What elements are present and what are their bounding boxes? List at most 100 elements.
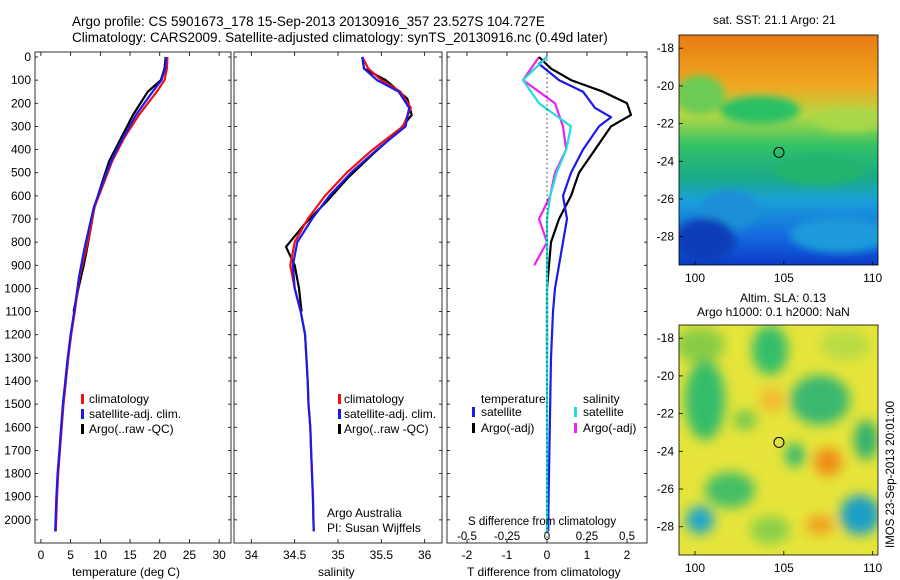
- x-tick-label: 34.5: [283, 548, 307, 562]
- depth-tick-label: 2000: [4, 513, 31, 527]
- s-diff-ticks: -0.5 -0.25 0 0.25 0.5: [457, 531, 635, 543]
- legend-label-argo: Argo(..raw -QC): [89, 422, 174, 436]
- legend-label-t-satellite: satellite: [481, 405, 522, 419]
- sla-map-title-1: Altim. SLA: 0.13: [740, 291, 826, 305]
- sst-profile-marker: [773, 146, 785, 158]
- depth-tick-label: 1500: [4, 397, 31, 411]
- map-y-tick-label: -18: [657, 331, 675, 345]
- temperature-satellite-diff: [537, 56, 613, 532]
- depth-ticks: 0 100 200 300 400 500 600 700 800 900 1000 1100 1200…: [4, 50, 647, 527]
- salinity-series-0: [289, 56, 412, 532]
- depth-tick-label: 300: [11, 119, 31, 133]
- x-tick-label: 10: [94, 548, 108, 562]
- note-pi: PI: Susan Wijffels: [327, 521, 421, 535]
- map-x-tick-label: 100: [685, 561, 705, 575]
- sst-map-title: sat. SST: 21.1 Argo: 21: [713, 13, 836, 27]
- depth-tick-label: 0: [24, 50, 31, 64]
- legend-swatch-satellite: [338, 409, 341, 419]
- depth-tick-label: 500: [11, 166, 31, 180]
- temperature-legend: climatology satellite-adj. clim. Argo(..…: [81, 392, 181, 436]
- map-y-tick-label: -28: [657, 230, 675, 244]
- salinity-xlabel: salinity: [318, 565, 355, 579]
- depth-tick-label: 700: [11, 212, 31, 226]
- map-y-tick-label: -20: [657, 369, 675, 383]
- depth-tick-label: 1600: [4, 420, 31, 434]
- depth-tick-label: 400: [11, 143, 31, 157]
- x-tick-label: 20: [153, 548, 167, 562]
- map-x-tick-label: 105: [774, 271, 794, 285]
- x-tick-label: 5: [67, 548, 74, 562]
- sst-map-ticks: 100 105 110 -18 -20 -22 -24 -26 -28: [657, 41, 883, 285]
- map-y-tick-label: -26: [657, 192, 675, 206]
- profile-curves: [54, 56, 633, 532]
- s-tick-label: 0: [544, 531, 550, 543]
- map-y-tick-label: -22: [657, 407, 675, 421]
- map-x-tick-label: 110: [863, 271, 882, 285]
- depth-tick-label: 1700: [4, 443, 31, 457]
- legend-swatch-climatology: [81, 394, 84, 404]
- legend-swatch-s-satellite: [574, 407, 577, 417]
- map-y-tick-label: -24: [657, 444, 675, 458]
- note-argo-australia: Argo Australia: [327, 506, 402, 520]
- x-tick-label: 25: [183, 548, 197, 562]
- depth-tick-label: 600: [11, 189, 31, 203]
- sla-map-title-2: Argo h1000: 0.1 h2000: NaN: [697, 305, 850, 319]
- sla-profile-marker: [773, 436, 785, 448]
- imos-watermark: IMOS 23-Sep-2013 20:01:00: [885, 401, 897, 548]
- difference-xlabel: T difference from climatology: [467, 565, 621, 579]
- depth-tick-label: 1400: [4, 374, 31, 388]
- x-tick-label: 30: [212, 548, 226, 562]
- legend-label-climatology: climatology: [89, 392, 149, 406]
- legend-swatch-climatology: [338, 394, 341, 404]
- s-tick-label: -0.5: [457, 531, 477, 543]
- map-x-tick-label: 105: [774, 561, 794, 575]
- depth-tick-label: 1000: [4, 281, 31, 295]
- salinity-axes: [233, 51, 443, 544]
- x-tick-label: -2: [462, 548, 473, 562]
- temperature-xlabel: temperature (deg C): [72, 565, 180, 579]
- map-x-tick-label: 100: [685, 271, 705, 285]
- depth-tick-label: 100: [11, 73, 31, 87]
- sla-map-ticks: 100 105 110 -18 -20 -22 -24 -26 -28: [657, 331, 883, 575]
- legend-swatch-t-argo: [472, 423, 475, 433]
- temperature-axes: [34, 51, 232, 544]
- depth-tick-label: 1800: [4, 467, 31, 481]
- map-y-tick-label: -28: [657, 520, 675, 534]
- legend-swatch-s-argo: [574, 423, 577, 433]
- sst-map: [679, 35, 878, 265]
- depth-tick-label: 1100: [5, 305, 31, 319]
- temperature-series-1: [54, 56, 168, 532]
- legend-swatch-satellite: [81, 409, 84, 419]
- sla-map: [679, 325, 878, 555]
- map-y-tick-label: -24: [657, 154, 675, 168]
- salinity-legend: climatology satellite-adj. clim. Argo(..…: [327, 392, 436, 535]
- salinity-series-1: [291, 56, 411, 532]
- legend-label-s-satellite: satellite: [583, 405, 624, 419]
- x-tick-label: 35.5: [370, 548, 394, 562]
- depth-tick-label: 1200: [4, 328, 31, 342]
- legend-heading-temperature: temperature: [481, 392, 546, 406]
- x-tick-label: 2: [624, 548, 631, 562]
- legend-swatch-argo: [81, 424, 84, 434]
- temperature-series-0: [54, 56, 169, 532]
- s-tick-label: 0.5: [619, 531, 635, 543]
- x-tick-label: 0: [38, 548, 45, 562]
- x-tick-label: 1: [584, 548, 591, 562]
- salinity-xticks: 34 34.5 35 35.5 36: [245, 52, 432, 562]
- map-y-tick-label: -20: [657, 79, 675, 93]
- x-tick-label: 35: [331, 548, 345, 562]
- depth-tick-label: 800: [11, 235, 31, 249]
- map-y-tick-label: -18: [657, 41, 675, 55]
- x-tick-label: 36: [418, 548, 432, 562]
- legend-label-t-argo: Argo(-adj): [481, 421, 534, 435]
- header-line-2: Climatology: CARS2009. Satellite-adjuste…: [72, 30, 608, 45]
- temperature-xticks: 0 5 10 15 20 25 30: [38, 52, 226, 562]
- s-tick-label: -0.25: [494, 531, 520, 543]
- map-y-tick-label: -22: [657, 117, 675, 131]
- s-tick-label: 0.25: [576, 531, 598, 543]
- x-tick-label: 15: [123, 548, 137, 562]
- legend-swatch-argo: [338, 424, 341, 434]
- legend-heading-salinity: salinity: [583, 392, 620, 406]
- s-diff-title: S difference from climatology: [468, 516, 616, 528]
